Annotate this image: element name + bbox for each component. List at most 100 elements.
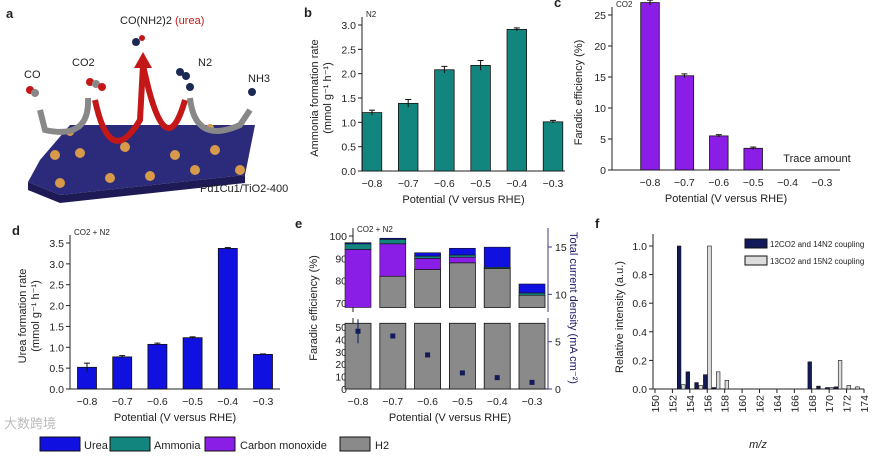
y-axis-label: Faradic efficiency (%) [308,255,320,361]
y-axis-label: Ammonia formation rate [309,39,321,156]
y-tick-label: 50 [335,322,347,334]
x-tick-label: 170 [824,395,836,413]
bar [743,147,763,171]
legend-swatch-h2 [339,436,371,452]
bar-segment-urea [414,252,441,257]
x-tick-label: −0.6 [434,178,455,190]
y-tick-label: 1.0 [341,117,356,129]
x-tick-label: −0.3 [543,178,564,190]
y-tick-label: 40 [335,334,347,346]
current-density-point [390,333,396,339]
y-tick-label: 2.0 [49,301,64,313]
x-tick-label: −0.4 [217,396,238,408]
bar-13co2-15n2 [837,360,843,390]
bar-segment-h2 [379,275,407,308]
legend-label-13co2: 13CO2 and 15N2 coupling [770,257,864,266]
bar-13co2-15n2 [681,384,686,390]
bar [361,112,383,172]
bar-12co2-14n2 [711,387,717,390]
legend-label-ammonia: Ammonia [154,440,201,452]
y2-tick-label: 5 [555,337,561,349]
bar-segment-urea [379,237,407,240]
x-tick-label: 152 [667,395,679,413]
x-tick-label: −0.8 [77,396,98,408]
y-tick-label: 30 [335,347,347,359]
x-tick-label: −0.5 [470,178,491,190]
species-nh3: NH3 [248,73,270,85]
y-tick-label: 10 [335,372,347,384]
bar-segment-h2 [448,322,476,390]
y-tick-label: 1.5 [49,321,64,333]
legend-swatch-urea [39,436,81,452]
species-n2: N2 [198,57,212,69]
legend-label-h2: H2 [375,440,389,452]
y-tick-label: 1.5 [341,93,356,105]
species-co: CO [24,69,41,81]
bar-13co2-15n2 [855,386,860,390]
bar-12co2-14n2 [703,374,708,390]
bar-segment-urea [344,242,372,245]
y-tick-label: 0.2 [632,355,647,367]
bar [434,69,455,172]
species-co2: CO2 [72,57,95,69]
bar-13co2-15n2 [707,245,712,390]
bar-segment-h2 [518,322,546,390]
bar-segment-ammonia [518,292,546,296]
bar-segment-ammonia [449,254,476,258]
y-tick-label: 2.0 [341,69,356,81]
x-tick-label: −0.7 [674,177,695,189]
x-tick-label: −0.8 [362,178,383,190]
bar [112,356,133,390]
bar [253,353,273,390]
y-tick-label: 1.0 [49,342,64,354]
legend-label-12co2: 12CO2 and 14N2 coupling [770,240,864,249]
y-tick-label: 0 [341,384,347,396]
bar [147,343,168,390]
bar-segment-h2 [379,322,407,390]
y-axis-label: Faradic efficiency (%) [573,40,585,146]
x-axis-label: Potential (V versus RHE) [389,412,511,424]
red-arrow-left [92,64,146,144]
y2-axis-label: Total current density (mA cm⁻²) [567,232,579,384]
y-tick-label: 0.0 [49,384,64,396]
x-tick-label: −0.7 [382,396,403,408]
legend: Urea Ammonia Carbon monoxide H2 大数跨境 [4,416,389,452]
y-tick-label: 0.4 [632,327,647,339]
x-tick-label: −0.8 [348,396,369,408]
x-tick-label: 166 [789,395,801,413]
y-axis-label: Urea formation rate [17,269,29,364]
legend-swatch-12co2 [744,238,768,249]
x-tick-label: 156 [702,395,714,413]
catalyst-slab [28,125,255,195]
grey-arrow-co [37,97,92,135]
catalyst-label: Pd1Cu1/TiO2-400 [200,183,288,195]
x-tick-label: −0.6 [708,177,729,189]
y-tick-label: 20 [335,359,347,371]
bar-segment-carbon-monoxide [379,243,407,277]
y-tick-label: 70 [335,298,347,310]
bar-segment-urea [483,246,511,268]
y-tick-label: 0.5 [49,363,64,375]
legend-label-urea: Urea [84,440,109,452]
x-tick-label: −0.3 [812,177,833,189]
y2-tick-label: 10 [555,289,567,301]
current-density-point [529,379,535,385]
y-axis-label-units: (mmol g⁻¹ h⁻¹) [322,62,334,134]
y-tick-label: 10 [594,103,606,115]
bar-12co2-14n2 [676,245,682,390]
bar-segment-h2 [414,269,442,308]
metal-atoms [50,124,245,188]
panel-label: d [12,223,20,238]
bar [640,2,660,171]
bar [470,64,491,172]
bar [542,121,564,172]
bar [217,248,238,390]
x-tick-label: −0.8 [640,177,661,189]
x-tick-label: 160 [737,395,749,413]
x-tick-label: −0.5 [182,396,203,408]
y-axis-label-units: (mmol g⁻¹ h⁻¹) [30,280,42,352]
y-tick-label: 25 [594,10,606,22]
bar-13co2-15n2 [716,371,721,390]
x-tick-label: −0.4 [487,396,508,408]
x-tick-label: 154 [685,395,697,413]
